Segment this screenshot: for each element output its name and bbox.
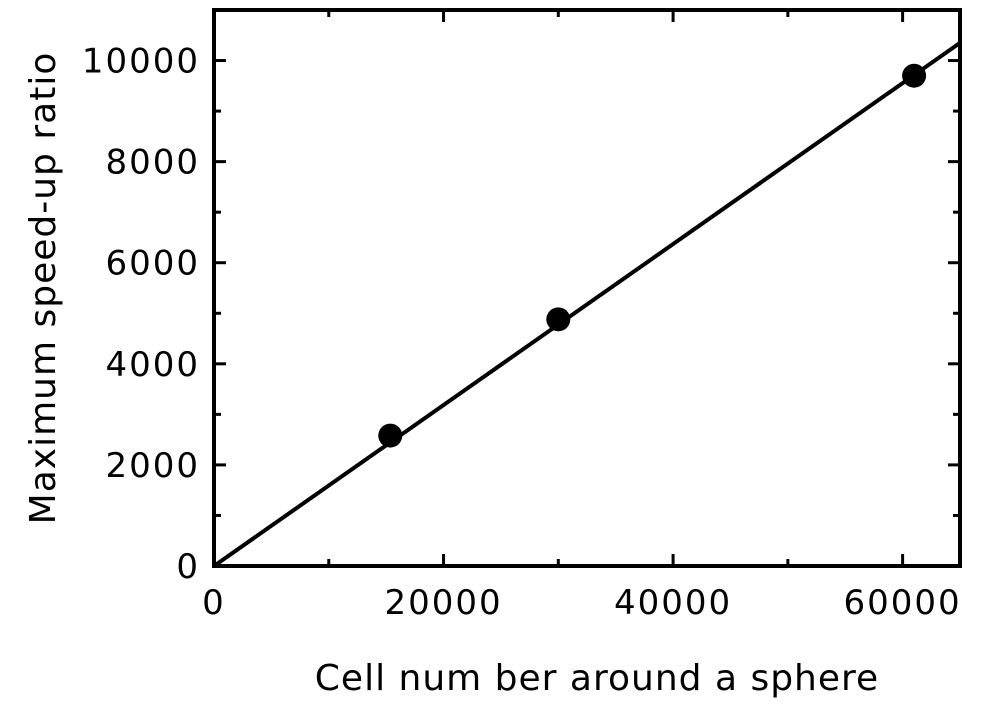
y-tick-label: 2000 [105, 446, 200, 486]
tick-marks [212, 8, 960, 568]
data-point [546, 307, 571, 332]
data-point [378, 423, 403, 448]
data-point [902, 63, 927, 88]
y-axis-label: Maximum speed-up ratio [23, 52, 64, 525]
y-tick-label: 6000 [105, 244, 200, 284]
x-axis-label: Cell num ber around a sphere [315, 658, 879, 699]
x-tick-label: 40000 [614, 583, 732, 623]
x-tick-label: 0 [202, 583, 226, 623]
x-tick-label: 60000 [844, 583, 962, 623]
y-tick-label: 4000 [105, 345, 200, 385]
series-layer [212, 41, 962, 568]
y-tick-label: 8000 [105, 143, 200, 183]
y-tick-label: 10000 [82, 42, 200, 82]
tick-labels: 0 20000 40000 60000 0 2000 4000 6000 8000 10000 [82, 42, 962, 623]
fit-line [212, 41, 962, 568]
y-tick-label: 0 [176, 547, 200, 587]
x-tick-label: 20000 [384, 583, 502, 623]
plot-frame [212, 8, 962, 568]
